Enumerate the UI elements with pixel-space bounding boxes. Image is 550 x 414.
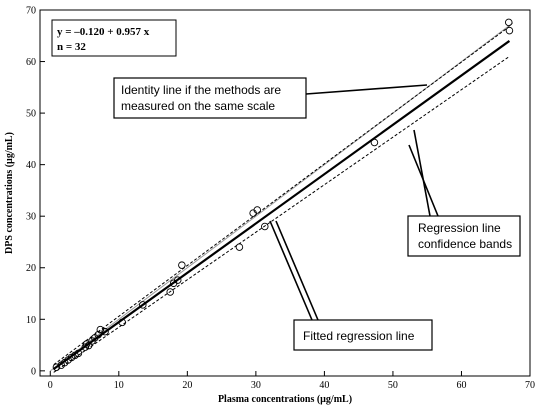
plot-frame [39, 9, 531, 377]
data-point [173, 276, 182, 284]
annotation-bands-line2: confidence bands [418, 237, 512, 251]
y-tick-label: 10 [26, 315, 36, 326]
data-point [166, 288, 174, 296]
x-tick-label: 40 [319, 380, 329, 391]
x-tick-label: 70 [525, 380, 535, 391]
annotation-identity-line2: measured on the same scale [121, 99, 275, 113]
data-points [52, 18, 514, 371]
annotation-identity-box [113, 77, 307, 119]
annotation-bands-line1: Regression line [418, 221, 501, 235]
data-point [235, 243, 244, 251]
x-tick-label: 20 [182, 380, 192, 391]
data-point [96, 325, 105, 334]
y-tick-label: 70 [26, 6, 36, 17]
confidence-band-lower [53, 55, 510, 373]
annotation-regression: Fitted regression line [269, 220, 433, 351]
confidence-band-upper [53, 26, 510, 366]
data-point [118, 318, 126, 327]
data-point [505, 26, 514, 35]
regression-equation: y = –0.120 + 0.957 x [57, 26, 150, 38]
data-point [94, 331, 103, 339]
data-point [261, 222, 269, 231]
data-point [139, 301, 147, 309]
stats-box: y = –0.120 + 0.957 x n = 32 [51, 19, 177, 57]
y-axis-title: DPS concentrations (µg/mL) [4, 132, 15, 254]
annotation-identity: Identity line if the methods are measure… [113, 77, 428, 119]
data-point [178, 261, 186, 269]
y-axis-ticks: 0 10 20 30 40 50 60 70 [26, 6, 45, 377]
y-tick-label: 30 [26, 212, 36, 223]
y-tick-label: 60 [26, 57, 36, 68]
annotation-regression-pointer-1 [269, 220, 313, 321]
annotation-bands-pointer-lower [408, 144, 439, 217]
regression-line [53, 40, 511, 370]
stats-box-frame [51, 19, 177, 57]
x-axis-title: Plasma concentrations (µg/mL) [218, 394, 352, 405]
data-point [52, 363, 61, 371]
x-tick-label: 30 [251, 380, 261, 391]
annotation-regression-line1: Fitted regression line [303, 329, 415, 343]
annotation-identity-line1: Identity line if the methods are [121, 83, 281, 97]
y-tick-label: 20 [26, 263, 36, 274]
x-tick-label: 10 [114, 380, 124, 391]
x-tick-label: 60 [456, 380, 466, 391]
x-tick-label: 50 [388, 380, 398, 391]
data-point [370, 138, 379, 147]
y-tick-label: 50 [26, 109, 36, 120]
x-tick-label: 0 [48, 380, 53, 391]
data-point [101, 327, 109, 336]
annotation-bands-box [407, 215, 521, 257]
annotation-regression-box [293, 319, 433, 351]
annotation-bands: Regression line confidence bands [407, 129, 521, 257]
data-point [82, 340, 91, 348]
y-tick-label: 0 [31, 366, 36, 377]
data-point [253, 206, 261, 214]
sample-size: n = 32 [57, 41, 86, 53]
data-point [505, 18, 513, 27]
annotation-bands-pointer-upper [413, 129, 431, 217]
annotation-identity-pointer [305, 84, 428, 95]
data-point [74, 349, 83, 358]
x-axis-ticks: 0 10 20 30 40 50 60 70 [48, 371, 535, 391]
y-tick-label: 40 [26, 160, 36, 171]
annotation-regression-pointer-2 [275, 220, 319, 321]
